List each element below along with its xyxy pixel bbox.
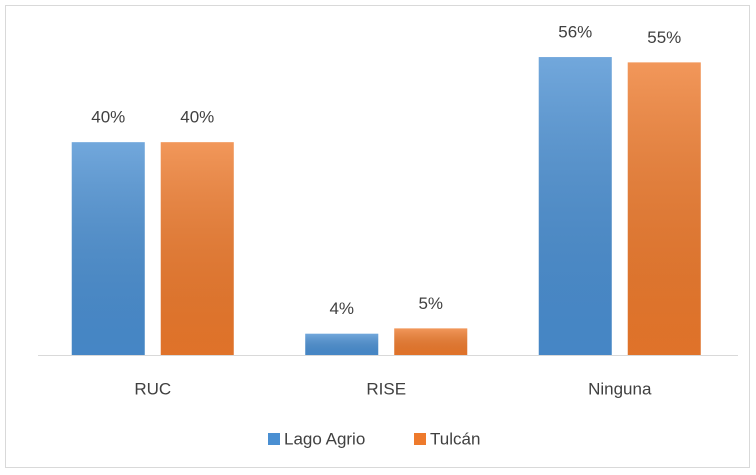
value-label: 55%	[647, 28, 681, 47]
value-label: 4%	[329, 299, 354, 318]
value-label: 40%	[180, 108, 214, 127]
x-tick-label: RUC	[134, 379, 171, 398]
bar-shine	[627, 62, 701, 356]
value-label: 5%	[418, 294, 443, 313]
legend-label: Lago Agrio	[284, 429, 365, 448]
x-tick-label: Ninguna	[588, 379, 652, 398]
bar-shine	[538, 57, 612, 356]
legend-label: Tulcán	[430, 429, 480, 448]
bar-shine	[160, 142, 234, 355]
value-label: 56%	[558, 23, 592, 42]
bar-shine	[305, 333, 379, 355]
value-label: 40%	[91, 108, 125, 127]
legend-swatch	[414, 433, 426, 445]
bar-shine	[71, 142, 145, 355]
bar-shine	[394, 328, 468, 355]
legend-swatch	[268, 433, 280, 445]
x-tick-label: RISE	[366, 379, 406, 398]
